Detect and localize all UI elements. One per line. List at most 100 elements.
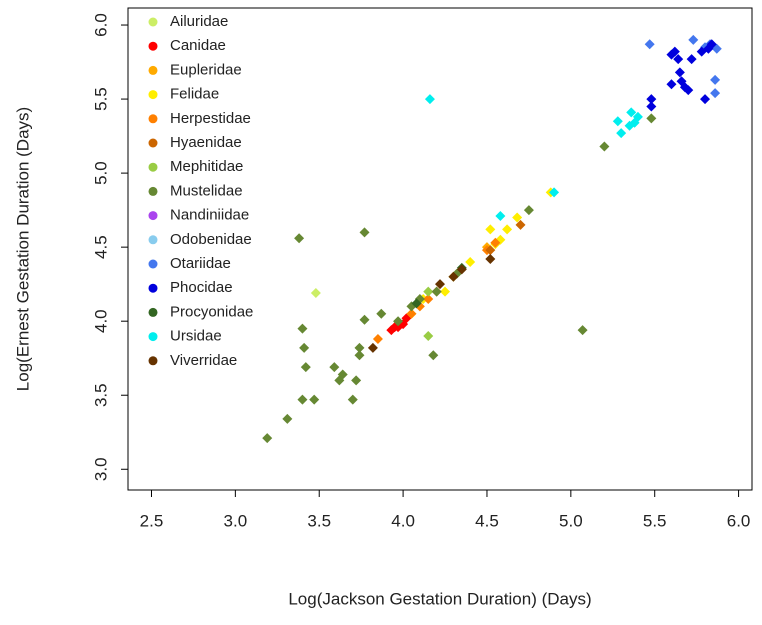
point (706, 39, 717, 50)
legend-marker (148, 235, 158, 245)
point (616, 128, 627, 139)
point (683, 85, 694, 96)
point (411, 298, 422, 309)
legend-label: Mustelidae (170, 182, 243, 199)
point (485, 245, 496, 256)
point (367, 342, 378, 353)
legend-label: Ailuridae (170, 13, 228, 30)
point (354, 342, 365, 353)
point (393, 316, 404, 327)
point (669, 46, 680, 57)
legend-marker (148, 356, 158, 366)
point (297, 394, 308, 405)
point (424, 94, 435, 105)
legend-marker (148, 332, 158, 342)
point (423, 330, 434, 341)
legend-label: Otariidae (170, 255, 231, 272)
point (423, 286, 434, 297)
x-axis-label: Log(Jackson Gestation Duration) (Days) (288, 589, 591, 608)
point (644, 39, 655, 50)
point (299, 342, 310, 353)
legend-label: Mephitidae (170, 158, 243, 175)
point (686, 54, 697, 65)
point (502, 224, 513, 235)
legend-marker (148, 65, 158, 75)
legend-label: Felidae (170, 86, 219, 103)
point (428, 350, 439, 361)
point (632, 111, 643, 122)
legend-marker (148, 114, 158, 124)
point (440, 286, 451, 297)
point (282, 413, 293, 424)
y-tick-label: 4.5 (91, 235, 110, 259)
plot-frame (127, 7, 753, 491)
point (599, 141, 610, 152)
point (435, 279, 445, 290)
point (294, 233, 305, 244)
point (431, 286, 442, 297)
legend-marker (148, 162, 158, 172)
legend-marker (148, 211, 158, 221)
x-tick-label: 4.0 (391, 511, 415, 530)
legend-marker (148, 186, 158, 196)
legend-label: Eupleridae (170, 61, 242, 78)
point (309, 394, 320, 405)
legend-label: Viverridae (170, 352, 237, 369)
point (297, 323, 308, 334)
point (359, 314, 370, 325)
point (423, 293, 434, 304)
point (523, 205, 534, 216)
point (351, 375, 362, 386)
y-axis-label: Log(Ernest Gestation Duration (Days) (13, 107, 32, 391)
point (262, 433, 273, 444)
y-tick-label: 4.0 (91, 309, 110, 333)
point (710, 88, 721, 99)
point (310, 288, 321, 299)
point (372, 333, 383, 344)
x-tick-label: 4.5 (475, 511, 499, 530)
x-tick-label: 5.5 (643, 511, 667, 530)
point (347, 394, 358, 405)
point (666, 79, 677, 90)
point (674, 67, 685, 78)
point (549, 187, 560, 198)
legend-label: Hyaenidae (170, 134, 242, 151)
point (300, 362, 311, 373)
legend-label: Nandiniidae (170, 207, 249, 224)
legend-marker (148, 283, 158, 293)
legend-marker (148, 259, 158, 269)
point (646, 101, 657, 112)
legend-marker (148, 138, 158, 148)
point (515, 219, 526, 230)
y-tick-label: 6.0 (91, 13, 110, 37)
legend-marker (148, 41, 158, 51)
legend-marker (148, 90, 158, 100)
legend-marker (148, 307, 158, 317)
point (495, 211, 506, 222)
legend-label: Ursidae (170, 328, 222, 345)
point (700, 94, 711, 105)
legend-label: Herpestidae (170, 110, 251, 127)
x-tick-label: 2.5 (140, 511, 164, 530)
x-tick-label: 3.0 (224, 511, 248, 530)
point (406, 308, 417, 319)
point (512, 212, 523, 223)
point (337, 369, 348, 380)
point (329, 362, 340, 373)
point (673, 54, 684, 65)
point (710, 74, 721, 85)
legend-marker (148, 17, 158, 27)
point (646, 113, 657, 124)
point (485, 224, 496, 235)
legend-label: Procyonidae (170, 303, 253, 320)
x-tick-label: 6.0 (727, 511, 751, 530)
point (376, 308, 387, 319)
x-tick-label: 5.0 (559, 511, 583, 530)
y-tick-label: 5.5 (91, 87, 110, 111)
legend-label: Canidae (170, 37, 226, 54)
y-tick-label: 5.0 (91, 161, 110, 185)
x-tick-label: 3.5 (307, 511, 331, 530)
point (646, 94, 657, 105)
point (626, 107, 637, 118)
